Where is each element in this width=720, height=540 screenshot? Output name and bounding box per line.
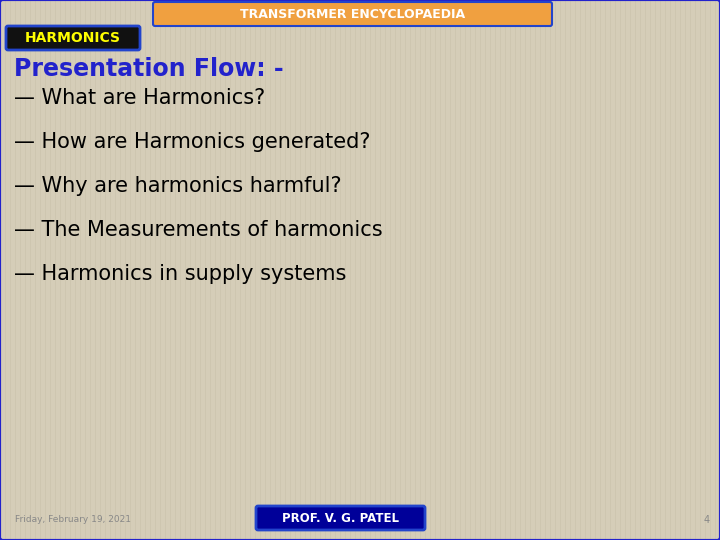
Text: 4: 4 [704,515,710,525]
Text: — The Measurements of harmonics: — The Measurements of harmonics [14,220,382,240]
Text: — Why are harmonics harmful?: — Why are harmonics harmful? [14,176,341,196]
Text: TRANSFORMER ENCYCLOPAEDIA: TRANSFORMER ENCYCLOPAEDIA [240,8,465,21]
Text: HARMONICS: HARMONICS [25,31,121,45]
FancyBboxPatch shape [153,2,552,26]
Text: — How are Harmonics generated?: — How are Harmonics generated? [14,132,371,152]
Text: — What are Harmonics?: — What are Harmonics? [14,88,265,108]
Text: — Harmonics in supply systems: — Harmonics in supply systems [14,264,346,284]
Text: Presentation Flow: -: Presentation Flow: - [14,57,284,81]
Text: PROF. V. G. PATEL: PROF. V. G. PATEL [282,511,399,524]
Text: Friday, February 19, 2021: Friday, February 19, 2021 [15,516,131,524]
FancyBboxPatch shape [256,506,425,530]
FancyBboxPatch shape [6,26,140,50]
